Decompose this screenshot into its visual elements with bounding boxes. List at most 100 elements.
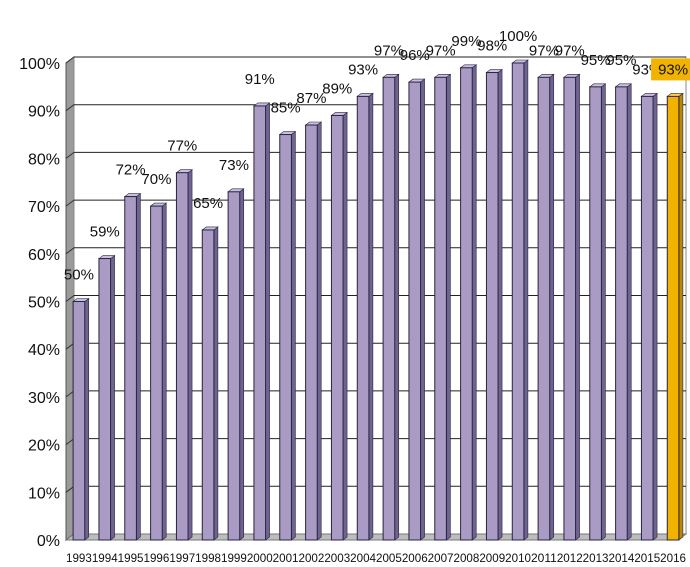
bar	[253, 102, 271, 541]
x-tick-label: 2011	[531, 551, 557, 565]
x-tick-label: 1995	[118, 551, 144, 565]
data-label: 93%	[658, 61, 688, 78]
bar-side	[84, 297, 90, 541]
y-tick-label: 70%	[28, 199, 60, 216]
bar	[485, 68, 503, 541]
x-tick-label: 1997	[169, 551, 195, 565]
bar-side	[291, 130, 296, 541]
bar-front	[382, 76, 396, 541]
data-label: 97%	[555, 42, 585, 59]
bar-front	[330, 114, 344, 541]
bar-side	[265, 102, 270, 541]
bar-side	[368, 92, 374, 541]
data-labels: 50%59%72%70%77%65%73%91%85%87%89%93%97%9…	[64, 28, 690, 284]
y-tick-label: 0%	[37, 533, 60, 550]
bar	[537, 73, 555, 541]
bar	[640, 92, 658, 541]
gridline-depth	[65, 295, 75, 302]
x-axis-tick-labels: 1993 1994 1995 1996 1997 1998 1999 2000 2001 2002…	[66, 551, 686, 565]
bar-side	[626, 83, 632, 541]
y-tick-label: 30%	[28, 390, 60, 407]
data-label: 70%	[141, 171, 171, 188]
bar-side	[678, 92, 684, 541]
x-tick-label: 2014	[609, 551, 635, 565]
bar-front	[563, 76, 577, 541]
bar	[511, 59, 529, 541]
bar-front	[485, 72, 499, 541]
chart-floor	[64, 533, 688, 541]
bar	[356, 92, 374, 541]
bar-front	[434, 76, 447, 541]
data-label: 93%	[348, 61, 378, 78]
bar-side	[136, 192, 141, 541]
bar-front	[279, 134, 292, 541]
data-label: 100%	[499, 28, 537, 45]
bar-front	[615, 86, 628, 541]
bar-side	[446, 73, 451, 541]
bar	[278, 130, 297, 541]
gridline-depth	[65, 56, 75, 64]
data-label: 97%	[426, 42, 456, 59]
y-tick-label: 40%	[28, 342, 60, 359]
bar-side	[342, 111, 348, 541]
y-axis-tick-labels: 0% 10% 20% 30% 40% 50% 60% 70% 80% 90% 100%	[19, 56, 60, 550]
data-label: 97%	[374, 42, 404, 59]
bar	[72, 297, 90, 541]
x-tick-label: 2008	[454, 551, 480, 565]
x-tick-label: 2016	[660, 551, 686, 565]
bar	[304, 121, 323, 541]
bar-side	[316, 121, 322, 541]
bar-side	[523, 59, 529, 541]
chart-bars	[72, 59, 684, 541]
x-tick-label: 2000	[247, 551, 273, 565]
bar-side	[601, 83, 606, 541]
bar-front	[640, 95, 654, 541]
x-tick-label: 1998	[195, 551, 221, 565]
bar-front	[356, 95, 370, 541]
gridline-depth	[65, 199, 75, 207]
data-label: 87%	[296, 90, 326, 107]
x-tick-label: 2004	[350, 551, 376, 565]
bar-front	[227, 191, 241, 541]
bar-front	[666, 95, 680, 541]
bar-front	[98, 258, 112, 541]
y-tick-label: 80%	[28, 151, 60, 168]
bar-front	[460, 67, 473, 541]
bar-front	[124, 196, 137, 541]
data-label: 85%	[271, 100, 301, 117]
bar-side	[213, 226, 219, 541]
bar	[666, 92, 684, 541]
bar-side	[471, 64, 477, 541]
x-tick-label: 2010	[505, 551, 531, 565]
gridline-depth	[65, 104, 75, 112]
x-tick-label: 2006	[402, 551, 428, 565]
bar-side	[161, 202, 167, 541]
x-tick-label: 2013	[583, 551, 609, 565]
bar-front	[305, 124, 318, 541]
bar	[149, 202, 168, 541]
bar-front	[72, 301, 86, 541]
data-label: 97%	[529, 42, 559, 59]
bar	[459, 64, 478, 541]
bar	[408, 78, 426, 541]
x-tick-label: 2012	[557, 551, 583, 565]
bar	[563, 73, 581, 541]
bar-side	[394, 73, 400, 541]
data-label: 65%	[193, 195, 223, 212]
bar-front	[201, 229, 215, 541]
data-label: 73%	[219, 157, 249, 174]
bar	[175, 169, 193, 541]
bar	[123, 192, 142, 541]
bar	[382, 73, 400, 541]
x-tick-label: 2009	[479, 551, 505, 565]
data-label: 77%	[167, 138, 197, 155]
bar-side	[549, 73, 555, 541]
y-tick-label: 90%	[28, 104, 60, 121]
x-tick-label: 1994	[92, 551, 118, 565]
data-label: 98%	[477, 38, 507, 55]
bar-side	[575, 73, 580, 541]
bar-front	[537, 76, 551, 541]
bar-side	[420, 78, 425, 541]
x-tick-label: 2002	[299, 551, 325, 565]
